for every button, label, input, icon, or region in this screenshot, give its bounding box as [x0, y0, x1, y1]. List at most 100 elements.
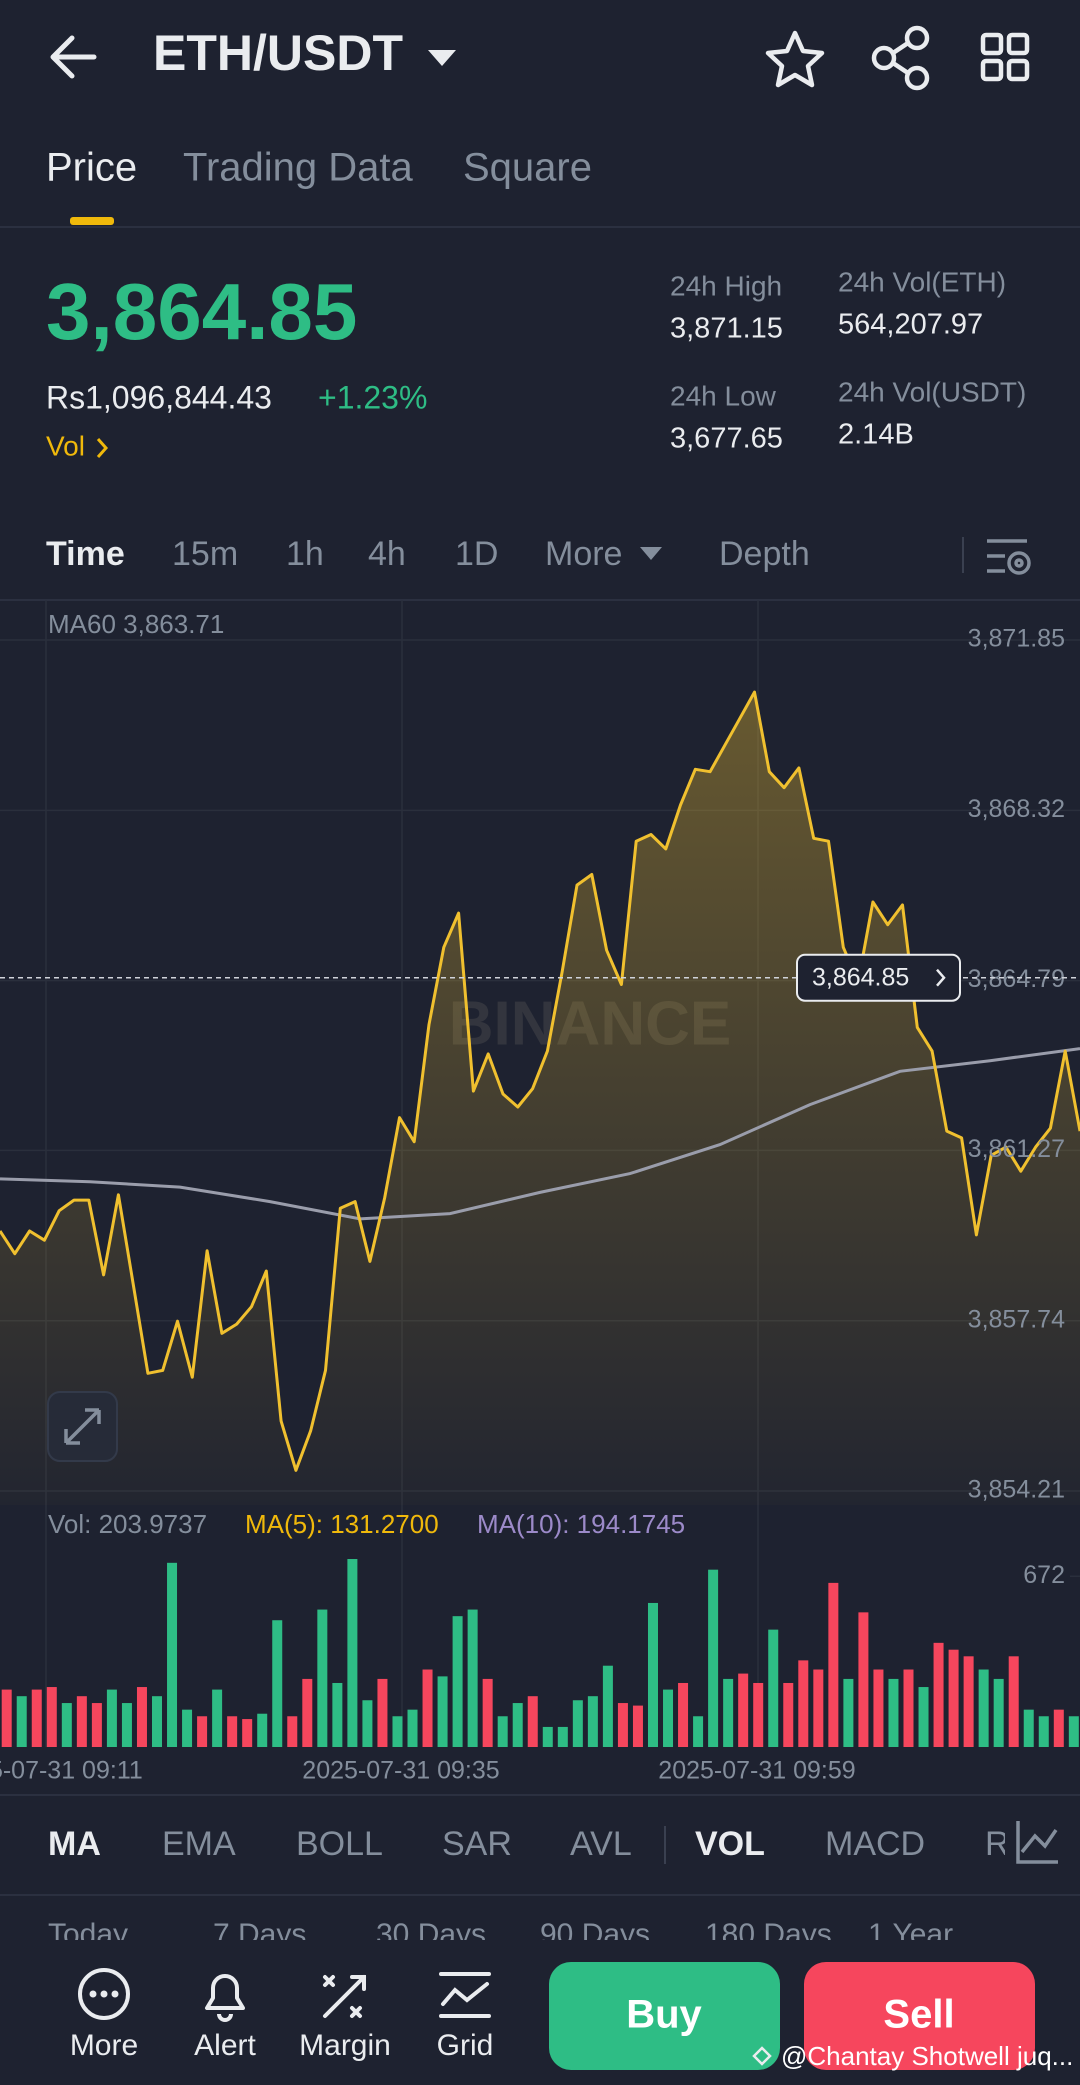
current-price-label: 3,864.85 — [812, 963, 909, 991]
stat-value: 3,871.15 — [670, 313, 783, 345]
y-tick-label: 3,864.79 — [968, 965, 1065, 993]
volume-bar — [693, 1716, 704, 1747]
volume-bar — [287, 1716, 298, 1747]
last-price: 3,864.85 — [46, 267, 357, 356]
indicator-tab[interactable]: MACD — [825, 1825, 925, 1863]
volume-bar — [632, 1705, 643, 1747]
y-tick-label: 3,871.85 — [968, 625, 1065, 653]
y-tick-label: 3,857.74 — [968, 1305, 1065, 1333]
interval-tab[interactable]: 1h — [286, 535, 324, 573]
interval-tab[interactable]: More — [545, 535, 622, 573]
back-button[interactable] — [50, 35, 97, 79]
sell-button[interactable] — [804, 1962, 1035, 2070]
volume-bar — [557, 1726, 568, 1747]
grid-icon — [439, 1972, 491, 2018]
volume-bar — [602, 1665, 613, 1747]
stat-label: 24h Low — [670, 380, 777, 411]
chart-settings-icon[interactable] — [987, 539, 1031, 575]
stat-value: 3,677.65 — [670, 423, 783, 455]
buy-button[interactable] — [549, 1962, 780, 2070]
volume-legend: MA(10): 194.1745 — [477, 1509, 685, 1539]
y-tick-label: 3,861.27 — [968, 1135, 1065, 1163]
more-dropdown[interactable] — [640, 547, 662, 560]
volume-bar — [1053, 1709, 1064, 1747]
volume-bar — [106, 1689, 117, 1747]
expand-button[interactable] — [47, 1391, 118, 1462]
volume-bar — [798, 1660, 809, 1747]
volume-bar — [858, 1612, 869, 1747]
indicator-tab[interactable]: MA — [48, 1825, 101, 1863]
volume-bar — [738, 1673, 749, 1747]
margin-icon — [323, 1975, 366, 2018]
interval-tab[interactable]: 1D — [455, 535, 498, 573]
volume-bar — [467, 1609, 478, 1747]
volume-bar — [302, 1678, 313, 1747]
volume-bar — [1, 1689, 12, 1747]
share-icon[interactable] — [871, 25, 930, 91]
volume-bar — [212, 1689, 223, 1747]
volume-tick-label: 672 — [1023, 1561, 1065, 1589]
more-dots — [89, 1990, 119, 1998]
volume-bar — [362, 1700, 373, 1747]
volume-bar — [136, 1687, 147, 1747]
volume-legend: MA(5): 131.2700 — [245, 1509, 439, 1539]
nav-item[interactable]: Margin — [299, 2029, 391, 2062]
volume-bar — [918, 1687, 929, 1747]
volume-bar — [61, 1703, 72, 1747]
pair-title[interactable]: ETH/USDT — [153, 25, 403, 81]
stat-value: 2.14B — [838, 419, 914, 451]
x-tick-label: 2025-07-31 09:35 — [302, 1757, 499, 1785]
indicator-tab[interactable]: AVL — [570, 1825, 632, 1863]
volume-bar — [873, 1669, 884, 1747]
volume-bar — [182, 1709, 193, 1747]
volume-bar — [482, 1678, 493, 1747]
volume-bar — [317, 1609, 328, 1747]
interval-tab[interactable]: Depth — [719, 535, 810, 573]
layout-icon[interactable] — [980, 32, 1030, 82]
indicator-tab[interactable]: BOLL — [296, 1825, 383, 1863]
volume-bar — [437, 1676, 448, 1747]
volume-bar — [1008, 1656, 1019, 1747]
ma60-label: MA60 3,863.71 — [48, 609, 224, 639]
price-change: +1.23% — [318, 379, 427, 415]
tab[interactable]: Price — [46, 146, 137, 190]
volume-bar — [647, 1602, 658, 1747]
x-tick-label: 2025-07-31 09:11 — [0, 1757, 143, 1785]
vol-link-arrow — [96, 438, 109, 458]
volume-bar — [542, 1726, 553, 1747]
volume-bar — [16, 1696, 27, 1747]
interval-tab[interactable]: 15m — [172, 535, 238, 573]
indicator-tab[interactable]: VOL — [695, 1825, 765, 1863]
volume-bar — [512, 1703, 523, 1747]
volume-bar — [783, 1682, 794, 1747]
nav-item[interactable]: More — [70, 2029, 138, 2062]
nav-item[interactable]: Grid — [437, 2029, 494, 2062]
tab-indicator — [70, 217, 114, 225]
volume-bar — [152, 1696, 162, 1747]
indicator-settings-icon[interactable] — [1016, 1821, 1058, 1864]
x-tick-label: 2025-07-31 09:59 — [658, 1757, 855, 1785]
volume-bar — [332, 1682, 343, 1747]
volume-bar — [708, 1569, 719, 1747]
tab[interactable]: Square — [463, 146, 592, 190]
action-label: Buy — [626, 1993, 702, 2037]
tab[interactable]: Trading Data — [183, 146, 414, 190]
volume-bar — [497, 1716, 508, 1747]
vol-link[interactable]: Vol — [46, 430, 85, 461]
interval-tab[interactable]: 4h — [368, 535, 406, 573]
volume-bar — [843, 1678, 854, 1747]
indicator-tab[interactable]: SAR — [442, 1825, 512, 1863]
y-tick-label: 3,854.21 — [968, 1476, 1065, 1504]
price-line — [0, 690, 1080, 1472]
volume-bar — [587, 1696, 598, 1747]
volume-bar — [753, 1682, 764, 1747]
nav-item[interactable]: Alert — [194, 2029, 256, 2062]
volume-bar — [76, 1696, 87, 1747]
favorite-icon[interactable] — [765, 30, 825, 88]
interval-tab[interactable]: Time — [46, 535, 125, 573]
current-price-box[interactable] — [796, 953, 961, 1002]
pair-dropdown[interactable] — [428, 50, 456, 66]
indicator-tab[interactable]: EMA — [162, 1825, 236, 1863]
